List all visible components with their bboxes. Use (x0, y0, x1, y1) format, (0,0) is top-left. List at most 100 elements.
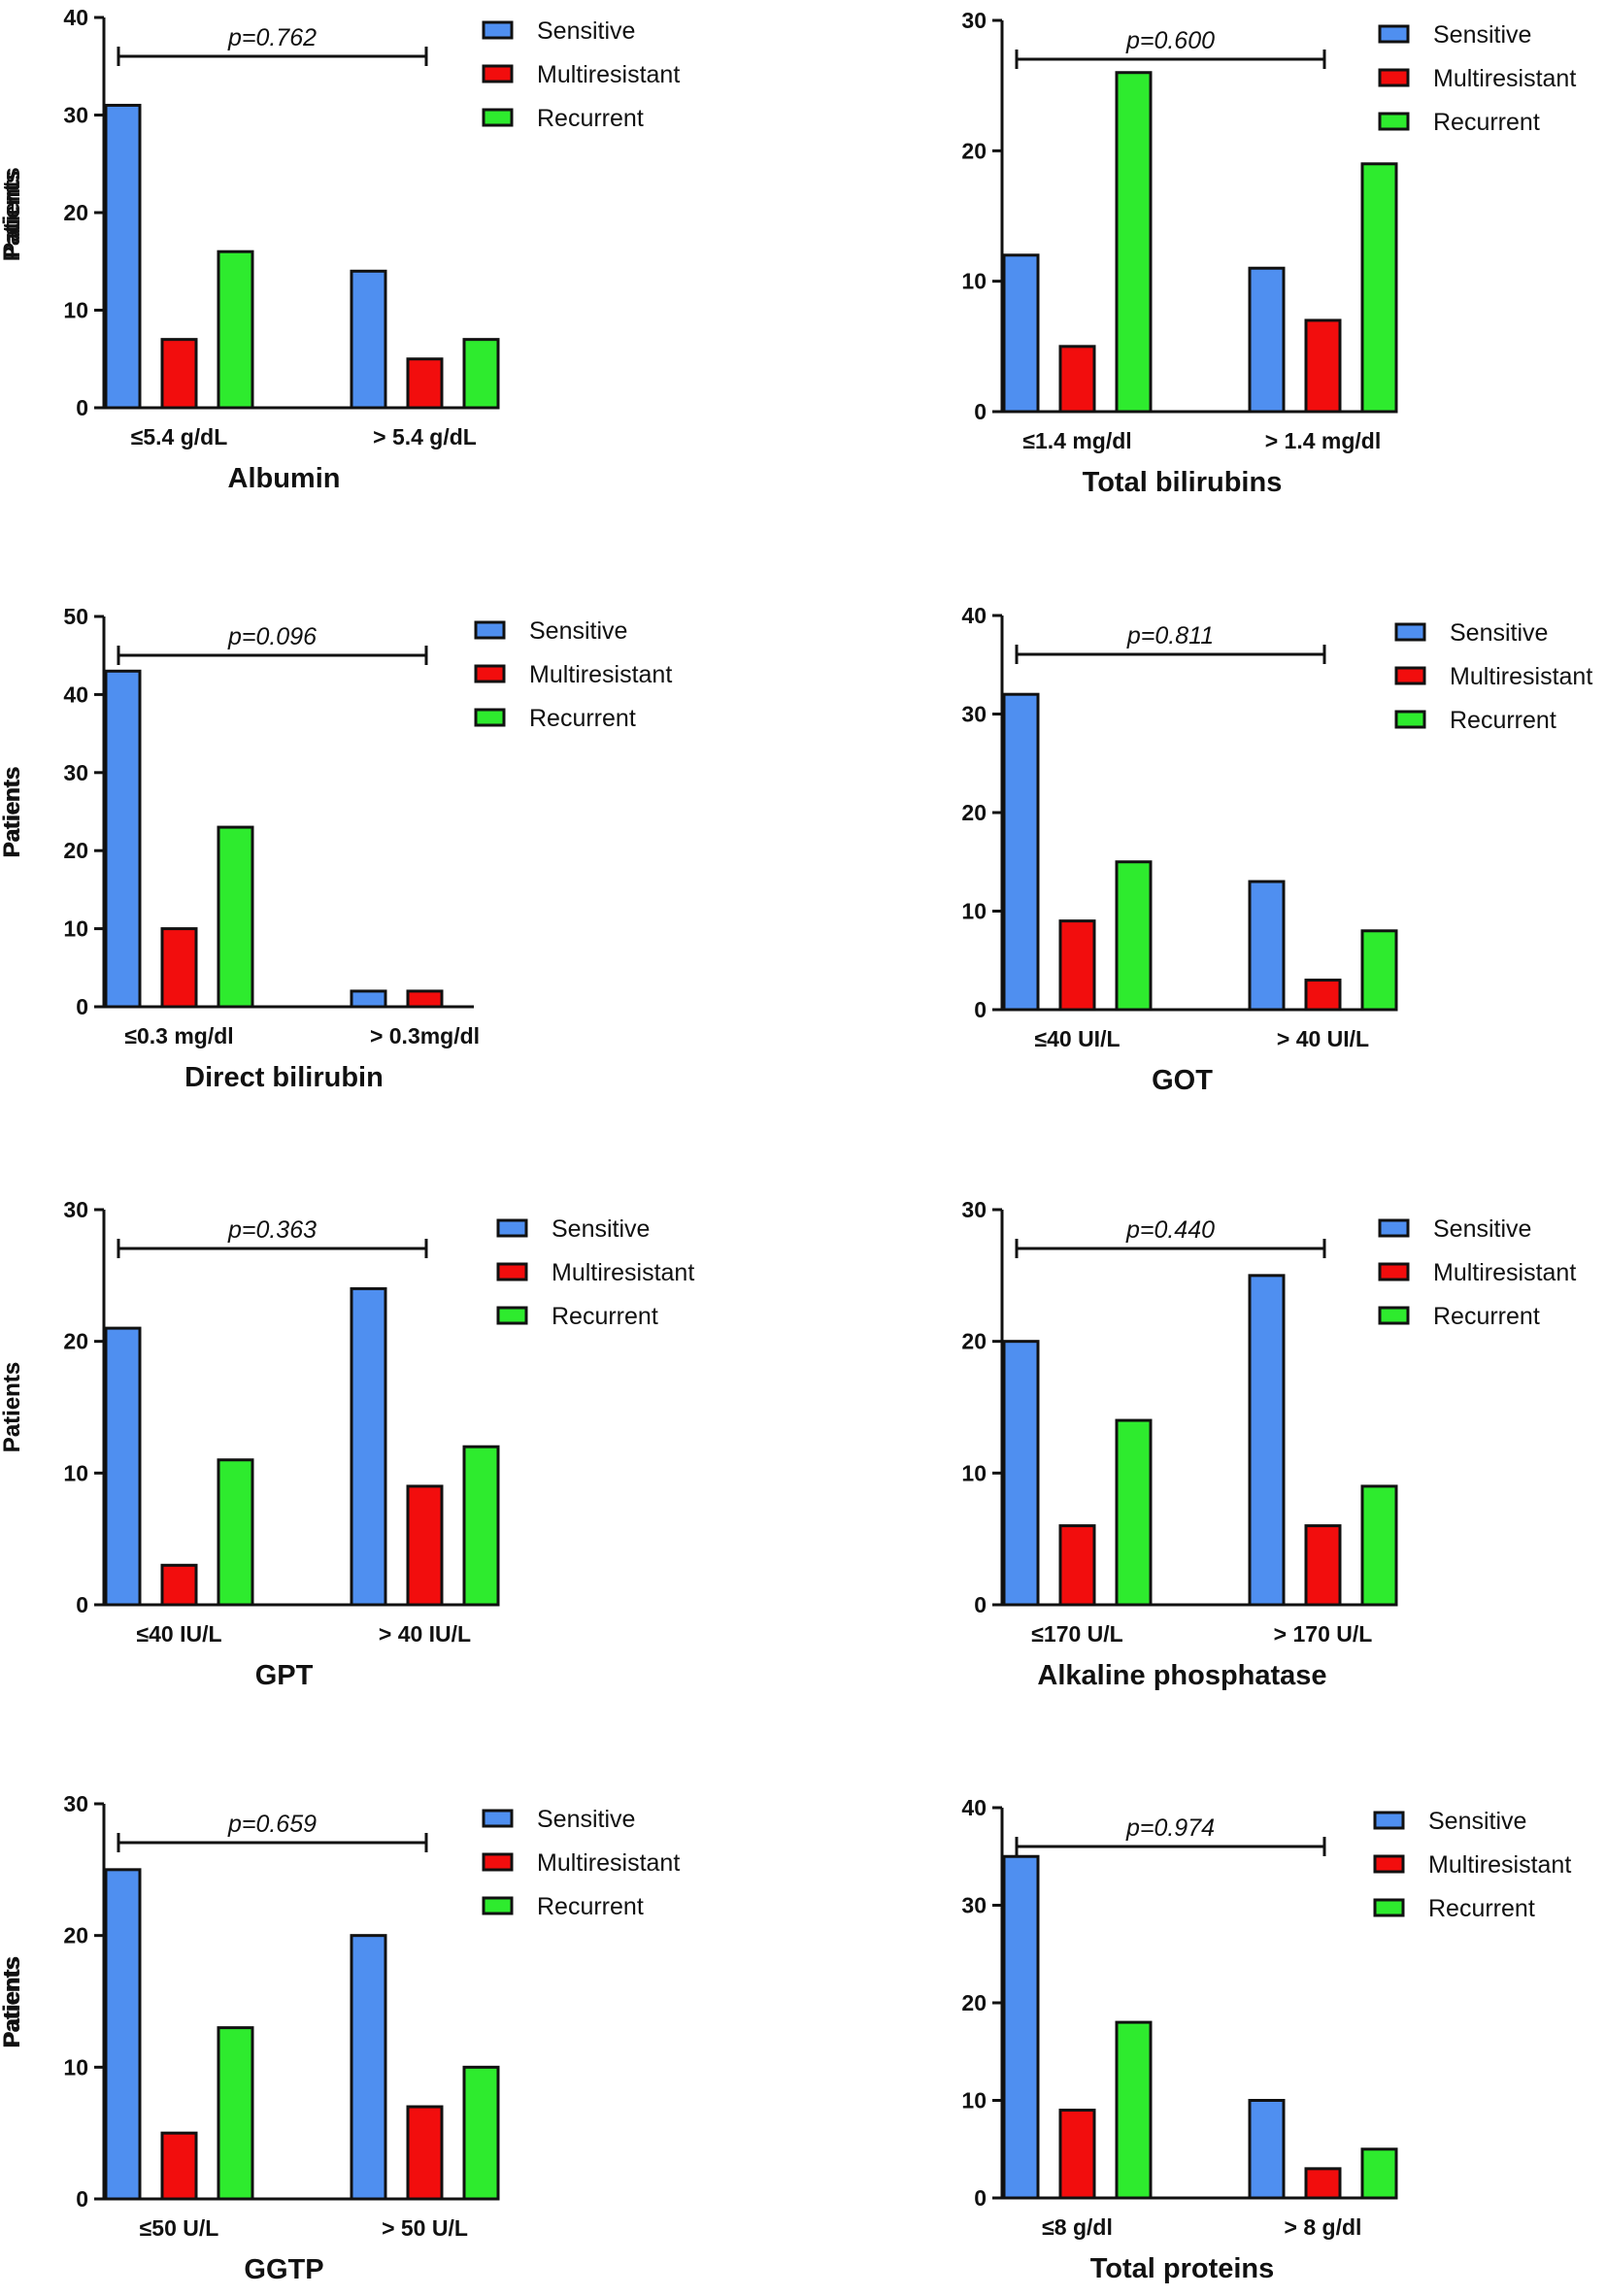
bar-multiresistant-2 (1304, 318, 1342, 414)
chart-title: Alkaline phosphatase (1037, 1660, 1326, 1691)
legend-swatch-recurrent (474, 708, 506, 727)
p-value-label: p=0.363 (227, 1216, 317, 1244)
y-tick-label: 50 (63, 604, 88, 629)
x-tick-label: ≤0.3 mg/dl (124, 1023, 233, 1048)
y-tick-label: 20 (63, 1923, 88, 1948)
x-tick-label: ≤40 UI/L (1034, 1026, 1120, 1051)
legend-label: Multiresistant (529, 661, 672, 688)
bar-sensitive-2 (350, 1286, 387, 1607)
y-tick-label: 10 (63, 916, 88, 942)
y-tick-label: 10 (63, 298, 88, 323)
legend-label: Multiresistant (1428, 1851, 1571, 1879)
legend-swatch-multiresistant (474, 664, 506, 683)
chart-title: GPT (255, 1660, 314, 1691)
y-tick-label: 40 (63, 5, 88, 30)
legend-label: Recurrent (537, 105, 644, 132)
x-tick-label: > 5.4 g/dL (373, 424, 477, 449)
y-tick-label: 10 (63, 1460, 88, 1485)
x-tick-label: ≤5.4 g/dL (131, 424, 228, 449)
y-tick-label: 10 (961, 269, 987, 294)
bar-multiresistant-1 (1058, 2109, 1096, 2200)
legend-label: Sensitive (1433, 1215, 1531, 1243)
legend-swatch-sensitive (482, 1809, 514, 1828)
legend-swatch-recurrent (482, 108, 514, 127)
bar-recurrent-1 (1115, 2020, 1153, 2200)
chart-panel-5: 0 10 20 30 Patients ≤40 IU/L > 40 IU/L GPT p=0.3… (0, 1197, 694, 1691)
legend-label: Multiresistant (537, 1849, 680, 1877)
bar-sensitive-2 (350, 989, 387, 1009)
x-tick-label: > 40 UI/L (1277, 1026, 1369, 1051)
bar-multiresistant-2 (1304, 2167, 1342, 2200)
legend-swatch-sensitive (474, 620, 506, 640)
legend-label: Recurrent (1450, 707, 1556, 734)
p-value-label: p=0.974 (1125, 1814, 1215, 1842)
legend-swatch-sensitive (1378, 1218, 1410, 1238)
x-tick-label: ≤8 g/dl (1042, 2214, 1113, 2240)
legend-swatch-multiresistant (496, 1262, 528, 1281)
bar-recurrent-1 (1115, 860, 1153, 1012)
bar-multiresistant-2 (1304, 979, 1342, 1012)
legend-label: Multiresistant (1433, 1259, 1576, 1286)
chart-panel-8: 0 10 20 30 40 Patients ≤8 g/dl > 8 g/dl Total pr… (0, 1795, 1571, 2284)
y-axis-label: Patients (0, 1362, 25, 1452)
bar-recurrent-2 (1360, 929, 1398, 1012)
legend-label: Multiresistant (1433, 65, 1576, 92)
legend-swatch-recurrent (482, 1896, 514, 1915)
bar-recurrent-1 (217, 2026, 254, 2201)
legend-label: Recurrent (537, 1893, 644, 1920)
y-tick-label: 10 (961, 899, 987, 924)
legend-swatch-multiresistant (1394, 666, 1426, 685)
bar-multiresistant-1 (160, 1563, 198, 1607)
bar-sensitive-1 (104, 1326, 142, 1607)
legend-label: Recurrent (529, 705, 636, 732)
legend-swatch-multiresistant (482, 1852, 514, 1872)
legend-label: Sensitive (552, 1215, 650, 1243)
bar-recurrent-1 (217, 825, 254, 1009)
p-value-label: p=0.811 (1126, 622, 1214, 649)
legend-swatch-recurrent (1378, 1306, 1410, 1325)
y-tick-label: 0 (76, 2186, 88, 2212)
y-axis-label: Patients (0, 1956, 25, 2046)
bar-sensitive-1 (1002, 1854, 1040, 2200)
bar-multiresistant-2 (406, 357, 444, 410)
legend-swatch-multiresistant (1378, 1262, 1410, 1281)
legend-label: Recurrent (1433, 109, 1540, 136)
y-tick-label: 20 (63, 838, 88, 863)
chart-panel-7: 0 10 20 30 Patients ≤50 U/L > 50 U/L GGTP p=0.65… (0, 1791, 680, 2285)
y-axis-label: Patients (0, 1957, 25, 2047)
bar-sensitive-2 (1248, 2099, 1286, 2200)
chart-title: GGTP (244, 2254, 323, 2285)
legend-label: Recurrent (1428, 1895, 1535, 1922)
y-tick-label: 0 (974, 2185, 987, 2211)
bar-multiresistant-2 (1304, 1524, 1342, 1607)
p-value-label: p=0.659 (227, 1811, 317, 1838)
x-tick-label: > 8 g/dl (1285, 2214, 1362, 2240)
bar-sensitive-1 (104, 1868, 142, 2201)
y-tick-label: 10 (961, 2088, 987, 2113)
y-tick-label: 20 (63, 1329, 88, 1354)
bar-recurrent-1 (1115, 1418, 1153, 1607)
bar-multiresistant-1 (1058, 1524, 1096, 1607)
legend-label: Sensitive (1450, 619, 1548, 647)
bar-multiresistant-1 (160, 2131, 198, 2201)
y-tick-label: 30 (63, 1197, 88, 1222)
x-tick-label: > 1.4 mg/dl (1265, 428, 1382, 453)
y-tick-label: 30 (63, 760, 88, 785)
y-tick-label: 30 (961, 8, 987, 33)
bar-sensitive-2 (350, 269, 387, 410)
bar-multiresistant-2 (406, 2105, 444, 2201)
y-axis-label: Patients (0, 767, 25, 857)
chart-panel-1: 0 10 20 30 40 Patients ≤5.4 g/dL > 5.4 g/dL Albu… (0, 5, 680, 494)
y-tick-label: 30 (961, 1197, 987, 1222)
bar-multiresistant-1 (1058, 345, 1096, 414)
legend-swatch-recurrent (1394, 710, 1426, 729)
y-tick-label: 40 (961, 1795, 987, 1820)
legend-swatch-sensitive (1378, 24, 1410, 44)
bar-recurrent-1 (1115, 71, 1153, 414)
legend-swatch-sensitive (1373, 1811, 1405, 1830)
legend-swatch-recurrent (1373, 1898, 1405, 1917)
y-tick-label: 30 (961, 702, 987, 727)
legend-swatch-multiresistant (482, 64, 514, 83)
